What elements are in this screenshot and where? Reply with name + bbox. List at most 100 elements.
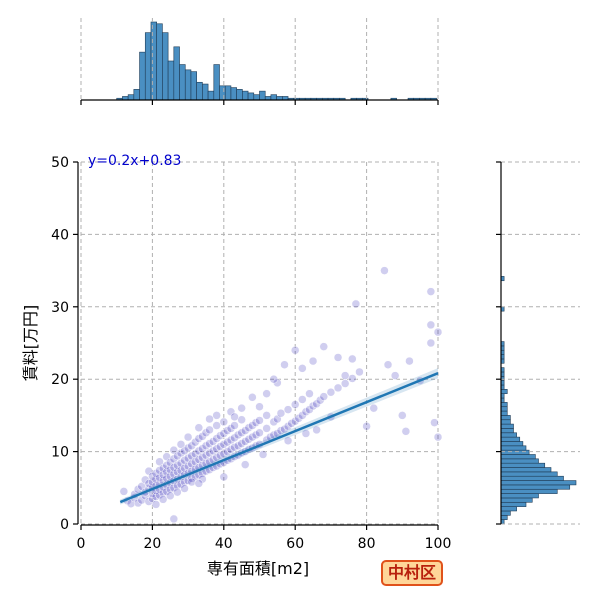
scatter-point	[133, 498, 143, 508]
scatter-point	[230, 433, 239, 443]
top-hist-bar	[196, 81, 203, 101]
scatter-point	[333, 353, 343, 362]
scatter-point	[119, 487, 129, 496]
scatter-point	[169, 514, 179, 524]
y-tick-label: 30	[51, 300, 69, 316]
scatter-point	[166, 458, 175, 467]
scatter-point	[194, 479, 204, 488]
scatter-point	[176, 458, 186, 468]
scatter-point	[180, 477, 189, 487]
ward-badge: 中村区	[381, 560, 444, 586]
scatter-point	[433, 327, 443, 337]
scatter-point	[133, 484, 143, 494]
right-hist-bar	[500, 515, 508, 520]
top-hist-bar	[247, 92, 255, 101]
top-hist-bar	[253, 94, 260, 101]
top-hist-bar	[219, 85, 226, 101]
right-hist-bar	[500, 454, 536, 460]
top-hist-bar	[259, 90, 266, 101]
scatter-point	[290, 416, 300, 426]
scatter-point	[248, 393, 257, 402]
scatter-point	[262, 411, 271, 420]
scatter-point	[305, 389, 314, 398]
scatter-point	[212, 421, 221, 430]
top-hist-bar	[236, 89, 243, 101]
scatter-point	[169, 454, 179, 464]
scatter-point	[148, 477, 157, 487]
x-tick-label: 40	[215, 536, 233, 552]
scatter-point	[158, 470, 168, 480]
scatter-point	[198, 474, 207, 484]
top-hist-bar	[167, 60, 175, 101]
right-hist-bar	[500, 389, 508, 394]
scatter-point	[148, 471, 157, 481]
top-hist-bar	[270, 94, 277, 101]
scatter-point	[255, 416, 264, 425]
scatter-point	[305, 405, 314, 414]
scatter-point	[348, 374, 357, 383]
top-hist-bar	[230, 87, 237, 101]
scatter-point	[276, 426, 286, 435]
scatter-point	[183, 432, 193, 442]
scatter-point	[173, 481, 182, 490]
scatter-point	[158, 464, 168, 473]
scatter-point	[426, 320, 436, 330]
scatter-point	[230, 443, 239, 452]
right-hist-bar	[500, 501, 527, 507]
scatter-point	[298, 395, 307, 404]
y-tick-label: 0	[60, 517, 69, 533]
scatter-point	[333, 383, 343, 393]
scatter-point	[426, 287, 436, 296]
scatter-point	[355, 367, 364, 377]
scatter-point	[401, 427, 411, 436]
scatter-point	[176, 440, 186, 449]
scatter-point	[315, 395, 325, 405]
right-hist-bar	[500, 406, 508, 412]
scatter-point	[219, 472, 229, 482]
scatter-point	[158, 495, 168, 504]
scatter-point	[230, 421, 239, 430]
scatter-point	[166, 491, 175, 501]
scatter-point	[144, 497, 154, 506]
y-tick-label: 40	[51, 227, 69, 243]
right-hist-bar	[500, 428, 514, 434]
scatter-point	[280, 360, 289, 369]
right-marginal-histogram	[496, 161, 580, 525]
scatter-point	[205, 425, 214, 435]
y-axis-label: 賃料[万円]	[21, 305, 40, 382]
scatter-point	[262, 424, 271, 433]
scatter-point	[390, 371, 400, 380]
top-hist-bar	[242, 90, 249, 101]
top-hist-bar	[144, 32, 152, 101]
scatter-point	[162, 461, 171, 470]
right-hist-bar	[500, 458, 539, 464]
scatter-point	[294, 414, 304, 423]
scatter-point	[144, 479, 154, 488]
right-hist-bar	[500, 445, 527, 451]
top-hist-bar	[127, 94, 135, 101]
x-tick-label: 60	[286, 536, 304, 552]
top-hist-bar	[190, 71, 197, 101]
scatter-point	[190, 437, 200, 447]
scatter-point	[255, 428, 264, 438]
scatter-point	[237, 415, 246, 424]
right-hist-bar	[500, 410, 508, 416]
scatter-point	[208, 437, 218, 446]
scatter-point	[340, 371, 350, 380]
right-hist-bar	[500, 419, 511, 425]
x-tick-label: 20	[143, 536, 161, 552]
x-tick-label: 100	[425, 536, 452, 552]
right-hist-bar	[500, 467, 552, 473]
right-hist-bar	[500, 488, 558, 494]
right-hist-bar	[500, 471, 558, 477]
right-hist-bar	[500, 449, 530, 455]
scatter-point	[155, 473, 164, 482]
main-grid	[80, 161, 439, 525]
main-axes: 0 20 40 60 80 100 0 10 20 30 40 50	[51, 155, 451, 552]
scatter-point	[215, 450, 225, 460]
scatter-point	[240, 426, 250, 435]
right-hist-bar	[500, 493, 539, 499]
scatter-point	[319, 342, 329, 351]
scatter-point	[262, 389, 271, 398]
scatter-point	[255, 402, 264, 411]
